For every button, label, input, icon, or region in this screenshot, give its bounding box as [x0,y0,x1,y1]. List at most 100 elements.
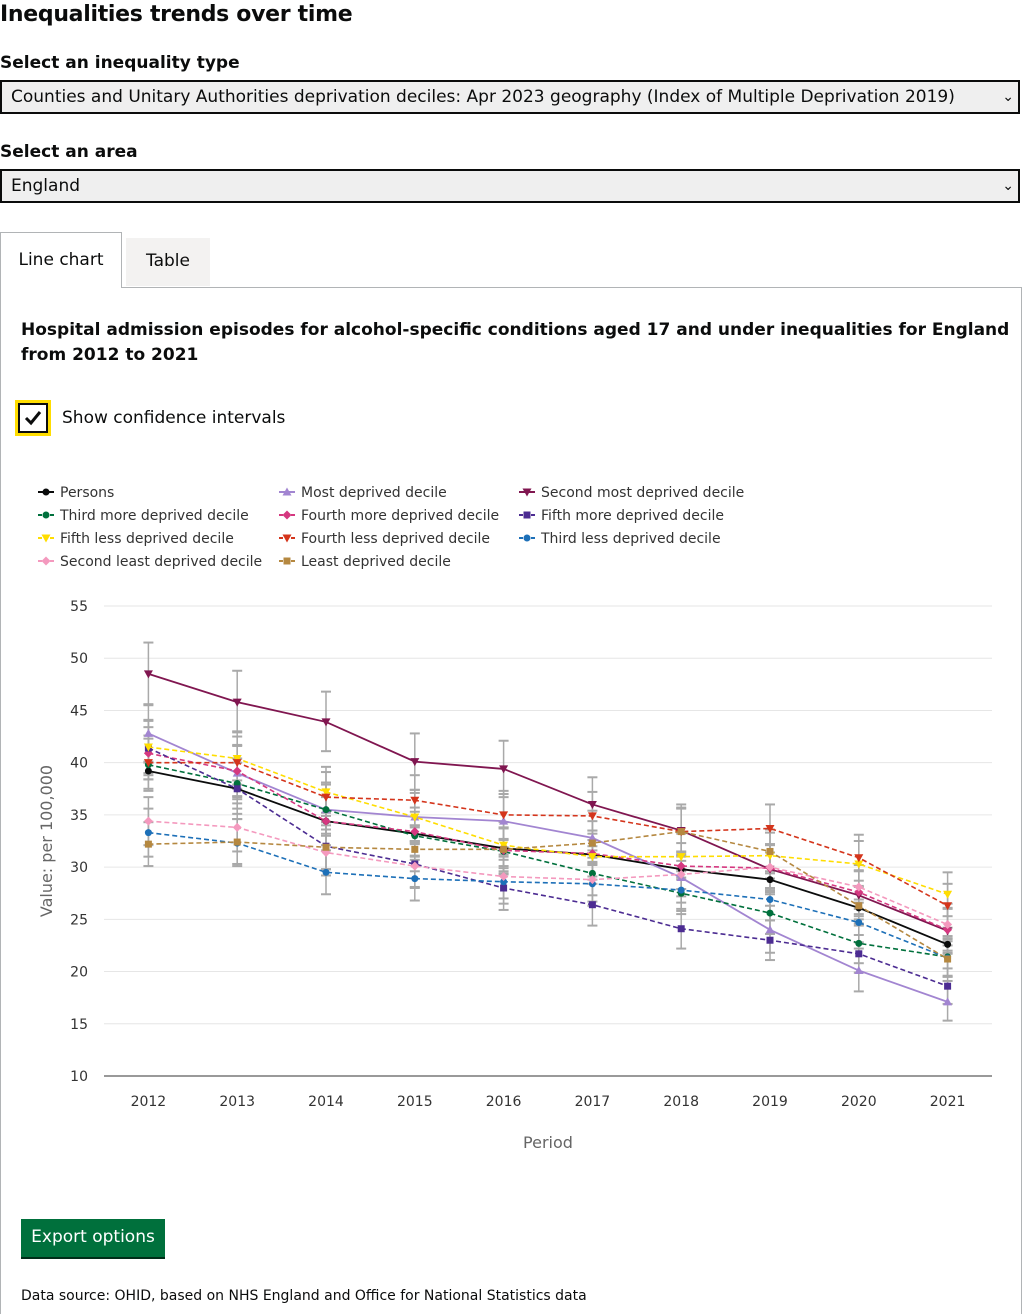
data-point [766,936,774,944]
y-tick-label: 15 [70,1017,88,1033]
x-tick-label: 2013 [219,1094,255,1110]
data-point [587,800,597,809]
data-point [143,743,153,752]
series [143,743,953,899]
data-point [944,982,952,990]
legend-item: Most deprived decile [279,485,447,501]
inequality-type-label: Select an inequality type [0,53,240,73]
data-point [232,759,242,768]
data-point [944,940,952,948]
chevron-down-icon: ⌄ [1002,178,1014,194]
data-point [143,759,153,768]
inequality-type-select[interactable]: Counties and Unitary Authorities depriva… [0,80,1020,114]
data-point [499,841,509,850]
legend-item: Fourth less deprived decile [279,531,490,547]
data-source: Data source: OHID, based on NHS England … [21,1288,587,1304]
legend-item: Second most deprived decile [519,485,744,501]
y-tick-label: 40 [70,756,88,772]
chart-tabs: Line chart Table [0,232,1024,288]
data-point [676,861,686,871]
data-point [499,765,509,774]
legend-label: Persons [60,485,114,501]
legend-marker [42,488,50,496]
series [144,828,952,963]
x-tick-label: 2015 [397,1094,433,1110]
data-point [855,950,863,958]
series [143,816,953,930]
series-line [148,763,948,958]
x-tick-label: 2018 [663,1094,699,1110]
legend-label: Fifth more deprived decile [541,508,724,524]
series-line [148,673,948,932]
x-axis-title: Period [523,1133,573,1152]
series-line [148,732,948,1003]
data-point [321,788,331,797]
chart-legend: Persons Most deprived decile Second most d… [38,485,744,570]
export-options-button[interactable]: Export options [21,1219,165,1257]
data-point [766,909,774,917]
data-point [411,875,419,883]
chevron-down-icon: ⌄ [1002,89,1014,105]
series-line [148,830,949,960]
legend-marker [523,511,531,519]
data-point [587,812,597,821]
data-point [943,902,953,911]
data-point [410,758,420,767]
data-point [854,887,864,897]
series-line [148,746,948,896]
legend-marker [523,534,531,542]
data-point [233,785,241,793]
data-point [587,853,597,862]
data-point [143,816,153,826]
x-tick-label: 2012 [131,1094,167,1110]
series-line [148,752,948,931]
area-select[interactable]: England ⌄ [0,169,1020,203]
data-point [410,813,420,822]
data-point [854,882,864,892]
data-point [410,827,420,837]
legend-item: Fourth more deprived decile [279,508,499,524]
legend-marker [282,510,292,520]
line-chart: 10 15 20 25 30 35 40 45 50 55 2012 2013 2014 2015 2016… [37,485,992,1152]
data-point [232,822,242,832]
legend-marker [42,511,50,519]
data-point [410,796,420,805]
data-point [500,884,508,892]
series-line [148,820,948,926]
legend-marker [282,534,292,543]
data-point [143,728,153,737]
data-point [943,920,953,930]
data-point [677,886,685,894]
y-tick-label: 25 [70,912,88,928]
x-tick-label: 2021 [930,1094,966,1110]
y-axis-title: Value: per 100,000 [37,765,56,917]
series [143,748,953,935]
data-point [766,847,774,855]
legend-item: Third less deprived decile [519,531,721,547]
data-point [411,845,419,853]
tab-line-chart[interactable]: Line chart [0,232,122,288]
legend-item: Third more deprived decile [38,508,249,524]
confidence-intervals-checkbox[interactable] [15,400,51,436]
data-point [943,925,953,935]
legend-item: Fifth more deprived decile [519,508,724,524]
y-tick-label: 30 [70,860,88,876]
data-point [321,816,331,826]
data-point [765,925,775,934]
data-point [321,718,331,727]
y-tick-label: 55 [70,599,88,615]
data-point [321,793,331,802]
tab-table[interactable]: Table [126,238,210,286]
data-point [677,925,685,933]
legend-label: Third more deprived decile [59,508,249,524]
data-point [143,670,153,679]
legend-marker [283,557,291,565]
legend-label: Fourth more deprived decile [301,508,499,524]
data-point [676,853,686,862]
data-point [232,754,242,763]
data-point [322,806,330,814]
data-point [499,872,509,882]
page-title: Inequalities trends over time [0,2,353,27]
data-point [676,869,686,879]
legend-label: Second least deprived decile [60,554,262,570]
